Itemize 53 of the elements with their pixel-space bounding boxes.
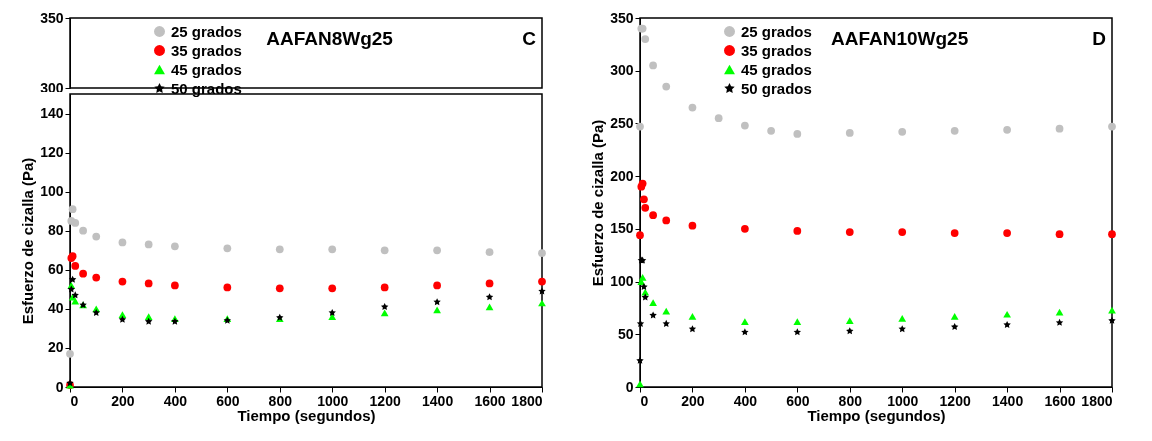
y-tick-label: 150 [610, 220, 634, 237]
y-tick-label: 0 [625, 378, 634, 395]
x-tick-label: 1200 [939, 392, 971, 409]
chart-title: AAFAN8Wg25 [266, 28, 394, 49]
y-tick-label: 300 [40, 79, 64, 96]
x-tick-label: 1200 [369, 392, 401, 409]
y-tick-label: 350 [40, 9, 64, 26]
y-axis-title: Esfuerzo de cizalla (Pa) [589, 119, 607, 287]
y-tick-label: 350 [610, 9, 634, 26]
x-tick-label: 1600 [474, 392, 506, 409]
x-tick-label: 600 [786, 392, 810, 409]
y-tick-label: 80 [47, 222, 64, 239]
x-axis-title: Tiempo (segundos) [807, 406, 946, 424]
x-axis-title: Tiempo (segundos) [237, 406, 376, 424]
y-tick-label: 120 [40, 144, 64, 161]
x-tick-label: 1800 [1081, 392, 1113, 409]
legend-label: 25 grados [171, 22, 242, 40]
legend-label: 25 grados [741, 22, 812, 40]
y-tick-label: 300 [610, 62, 634, 79]
y-tick-label: 100 [610, 273, 634, 290]
y-axis-title: Esfuerzo de cizalla (Pa) [19, 157, 37, 325]
x-tick-label: 1400 [422, 392, 454, 409]
y-tick-label: 100 [40, 183, 64, 200]
x-tick-label: 1400 [992, 392, 1024, 409]
y-tick-label: 0 [55, 378, 64, 395]
x-tick-label: 200 [681, 392, 705, 409]
y-tick-label: 40 [47, 300, 64, 317]
y-tick-label: 60 [47, 261, 64, 278]
legend-label: 35 grados [741, 41, 812, 59]
x-tick-label: 400 [163, 392, 188, 409]
x-tick-label: 400 [733, 392, 758, 409]
x-tick-label: 1800 [511, 392, 543, 409]
annotation: C [522, 28, 537, 49]
x-tick-label: 600 [216, 392, 240, 409]
x-tick-label: 0 [70, 392, 79, 409]
y-tick-label: 50 [617, 325, 634, 342]
y-tick-label: 20 [47, 339, 64, 356]
legend-label: 45 grados [741, 60, 812, 78]
x-tick-label: 800 [268, 392, 293, 409]
annotation: D [1092, 28, 1106, 49]
text: AAFAN10Wg25 [830, 28, 969, 49]
x-tick-label: 1000 [887, 392, 919, 409]
legend-label: 50 grados [741, 79, 812, 97]
x-tick-label: 1000 [317, 392, 349, 409]
x-tick-label: 1600 [1044, 392, 1076, 409]
y-tick-label: 250 [610, 114, 634, 131]
y-tick-label: 200 [610, 167, 634, 184]
x-tick-label: 0 [640, 392, 649, 409]
x-tick-label: 800 [838, 392, 863, 409]
y-tick-label: 140 [40, 105, 64, 122]
legend-label: 35 grados [171, 41, 242, 59]
x-tick-label: 200 [111, 392, 135, 409]
legend-label: 45 grados [171, 60, 242, 78]
